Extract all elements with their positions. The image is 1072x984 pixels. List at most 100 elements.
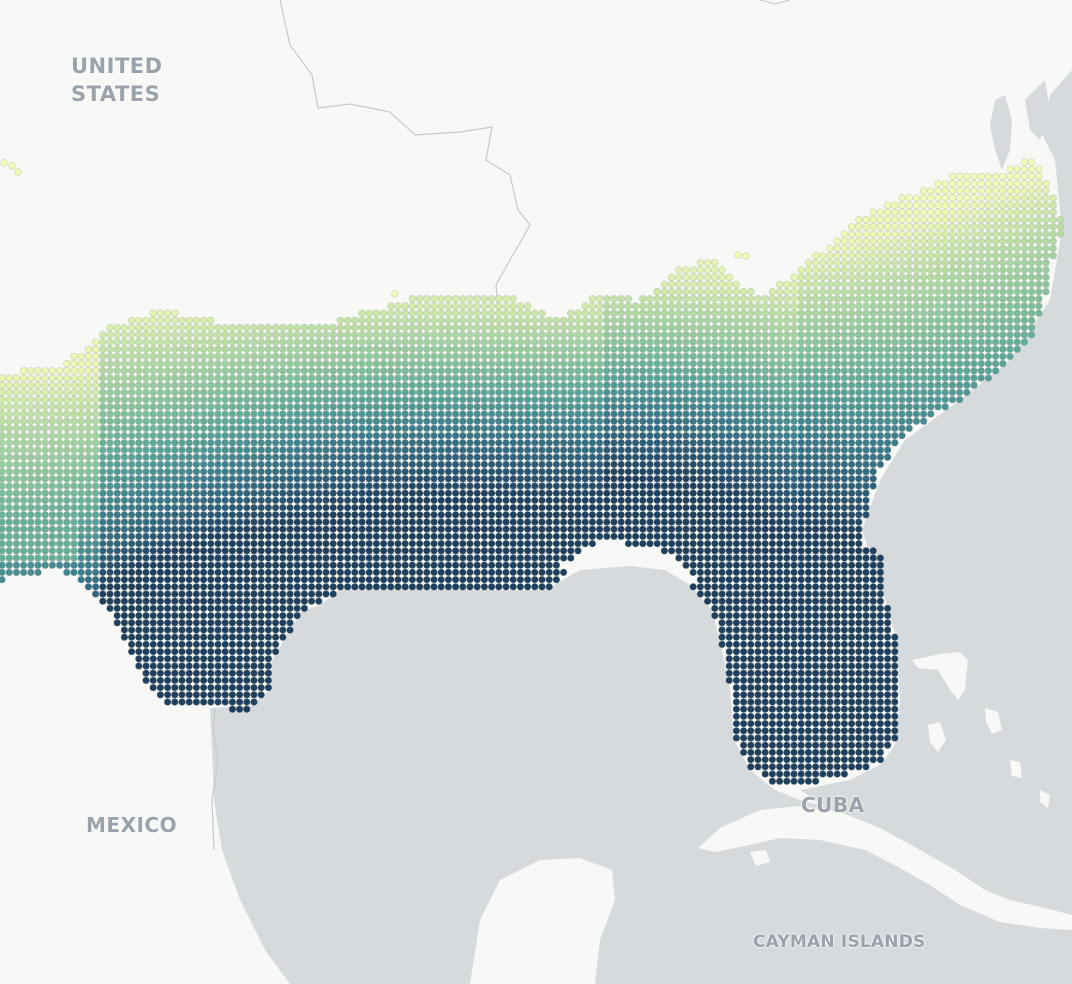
density-dot (718, 295, 726, 303)
density-dot (379, 460, 388, 469)
density-dot (639, 453, 647, 461)
density-dot (315, 374, 323, 382)
density-dot (862, 395, 870, 404)
density-dot (423, 359, 431, 368)
density-dot (127, 446, 136, 454)
density-dot (790, 410, 798, 418)
density-dot (667, 417, 676, 425)
density-dot (307, 395, 316, 404)
density-dot (343, 352, 352, 361)
density-dot (336, 352, 345, 361)
density-dot (372, 381, 381, 389)
density-dot (235, 554, 244, 562)
density-dot (185, 439, 193, 447)
density-dot (538, 395, 546, 404)
density-dot (617, 295, 625, 303)
density-dot (876, 345, 885, 353)
density-dot (41, 511, 49, 519)
density-dot (869, 446, 877, 454)
density-dot (243, 431, 251, 440)
density-dot (394, 417, 402, 425)
density-dot (192, 331, 201, 339)
density-dot (711, 374, 719, 382)
density-dot (127, 424, 136, 433)
density-dot (271, 511, 280, 519)
density-dot (487, 525, 496, 533)
density-dot (77, 381, 85, 389)
density-dot (869, 273, 877, 281)
density-dot (653, 331, 661, 339)
density-dot (466, 374, 474, 382)
density-dot (675, 352, 683, 361)
density-dot (833, 489, 841, 497)
density-dot (113, 381, 121, 389)
density-dot (70, 359, 78, 368)
density-dot (401, 395, 409, 404)
density-dot (178, 518, 186, 526)
density-dot (919, 338, 928, 346)
density-dot (120, 352, 129, 361)
density-dot (855, 417, 863, 425)
density-dot (689, 475, 697, 483)
density-dot (171, 496, 179, 505)
density-dot (970, 223, 978, 231)
density-dot (653, 374, 661, 382)
density-dot (394, 547, 402, 555)
density-dot (934, 230, 942, 238)
density-dot (286, 503, 294, 512)
density-dot (365, 367, 373, 375)
density-dot (545, 431, 553, 440)
density-dot (228, 496, 237, 505)
density-dot (250, 539, 258, 548)
density-dot (336, 496, 345, 505)
density-dot (862, 287, 870, 296)
density-dot (77, 359, 85, 368)
density-dot (610, 331, 618, 339)
density-dot (401, 511, 409, 519)
density-dot (271, 547, 280, 555)
density-dot (718, 547, 726, 555)
density-dot (329, 475, 337, 483)
density-dot (595, 381, 604, 389)
density-dot (999, 359, 1007, 368)
density-dot (718, 424, 726, 433)
density-dot (300, 345, 309, 353)
density-dot (703, 287, 712, 296)
density-dot (696, 259, 705, 267)
density-dot (703, 518, 712, 526)
density-dot (653, 359, 661, 368)
density-dot (41, 460, 49, 469)
density-dot (495, 374, 503, 382)
density-dot (732, 475, 741, 483)
density-dot (559, 482, 568, 490)
density-dot (768, 511, 777, 519)
density-dot (113, 323, 121, 332)
density-dot (516, 309, 525, 317)
density-dot (0, 511, 6, 519)
density-dot (444, 367, 453, 375)
density-dot (689, 338, 697, 346)
density-dot (516, 511, 525, 519)
density-dot (163, 539, 172, 548)
density-dot (660, 532, 669, 541)
density-dot (603, 295, 611, 303)
density-dot (538, 446, 546, 454)
country-border (211, 707, 219, 851)
density-dot (689, 547, 697, 555)
density-dot (250, 374, 258, 382)
density-dot (55, 395, 64, 404)
density-dot (192, 367, 201, 375)
density-dot (286, 532, 294, 541)
density-dot (293, 475, 301, 483)
density-dot (855, 230, 863, 238)
density-dot (279, 374, 287, 382)
density-dot (394, 539, 402, 548)
density-dot (538, 503, 546, 512)
density-dot (775, 287, 784, 296)
density-dot (163, 532, 172, 541)
density-dot (495, 302, 503, 310)
density-dot (5, 453, 13, 461)
density-dot (876, 395, 885, 404)
density-dot (667, 496, 676, 505)
